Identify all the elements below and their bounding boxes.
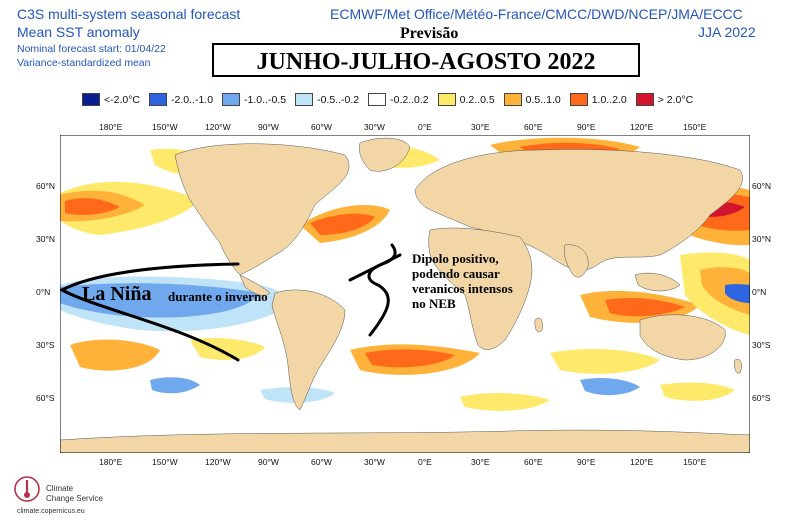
lat-tick-label: 30°S [752, 340, 771, 350]
lon-tick-label: 180°E [99, 122, 123, 132]
legend-label: -0.2..0.2 [390, 93, 429, 106]
legend-label: -1.0..-0.5 [244, 93, 287, 106]
lon-tick-label: 120°W [205, 122, 231, 132]
title-line-1: C3S multi-system seasonal forecast [17, 6, 241, 22]
legend-swatch [569, 93, 588, 106]
variance-note: Variance-standardized mean [17, 57, 151, 69]
lat-tick-label: 30°S [36, 340, 55, 350]
dipolo-note: Dipolo positivo, podendo causar veranico… [412, 251, 513, 311]
lon-tick-label: 120°E [630, 122, 654, 132]
lon-tick-label: 180°E [99, 457, 123, 467]
lat-tick-label: 60°N [36, 181, 55, 191]
la-nina-bracket [60, 262, 240, 362]
lon-tick-label: 60°E [524, 122, 543, 132]
lon-tick-label: 90°W [258, 457, 279, 467]
season-label: JJA 2022 [698, 24, 756, 40]
lon-tick-label: 90°W [258, 122, 279, 132]
legend-item: 1.0..2.0 [569, 93, 627, 106]
title-line-2: Mean SST anomaly [17, 24, 140, 40]
legend-label: 0.2..0.5 [459, 93, 495, 106]
legend-label: <-2.0°C [104, 93, 141, 106]
legend-swatch [503, 93, 522, 106]
legend-item: <-2.0°C [82, 93, 140, 106]
dipolo-line-2: podendo causar [412, 266, 500, 281]
annotation-drawings [60, 243, 402, 362]
lon-tick-label: 150°E [683, 457, 707, 467]
legend-swatch [368, 93, 387, 106]
lat-tick-label: 0°N [752, 287, 767, 297]
lon-tick-label: 60°W [311, 122, 332, 132]
lat-tick-label: 60°N [752, 181, 771, 191]
forecast-banner: JUNHO-JULHO-AGOSTO 2022 [212, 43, 640, 77]
dipole-s-curve [367, 243, 397, 337]
lon-tick-label: 30°W [364, 457, 385, 467]
lon-tick-label: 30°W [364, 122, 385, 132]
lon-tick-label: 150°W [152, 122, 178, 132]
legend-item: 0.2..0.5 [437, 93, 495, 106]
legend-item: -0.5..-0.2 [295, 93, 359, 106]
lon-tick-label: 150°W [152, 457, 178, 467]
legend-label: 1.0..2.0 [591, 93, 627, 106]
centres-list: ECMWF/Met Office/Météo-France/CMCC/DWD/N… [330, 6, 743, 22]
la-nina-subtitle: durante o inverno [168, 289, 268, 304]
land-masses [60, 137, 750, 453]
legend-swatch [222, 93, 241, 106]
legend-item: -1.0..-0.5 [222, 93, 286, 106]
lon-tick-label: 0°E [418, 457, 432, 467]
lon-tick-label: 30°E [471, 457, 490, 467]
legend-swatch [149, 93, 168, 106]
lon-tick-label: 60°W [311, 457, 332, 467]
lon-tick-label: 90°E [577, 457, 596, 467]
legend-label: -2.0..-1.0 [171, 93, 214, 106]
legend-item: -0.2..0.2 [368, 93, 429, 106]
lon-tick-label: 90°E [577, 122, 596, 132]
logo-line-1: Climate [46, 484, 74, 493]
lon-tick-label: 30°E [471, 122, 490, 132]
dipolo-line-4: no NEB [412, 296, 456, 311]
copernicus-logo-icon [12, 474, 42, 504]
lat-tick-label: 60°S [752, 393, 771, 403]
legend-item: > 2.0°C [635, 93, 694, 106]
legend-swatch [82, 93, 100, 106]
dipolo-line-1: Dipolo positivo, [412, 251, 499, 266]
lat-tick-label: 60°S [36, 393, 55, 403]
logo-line-2: Change Service [46, 494, 103, 503]
logo-url: climate.copernicus.eu [17, 508, 85, 515]
legend-label: > 2.0°C [657, 93, 694, 106]
previsao-label: Previsão [400, 25, 459, 42]
dipole-cross-line [348, 253, 402, 282]
lon-tick-label: 0°E [418, 122, 432, 132]
legend-swatch [437, 93, 456, 106]
legend-swatch [295, 93, 314, 106]
color-legend: <-2.0°C -2.0..-1.0 -1.0..-0.5 -0.5..-0.2 -0.… [82, 93, 702, 106]
legend-item: 0.5..1.0 [503, 93, 561, 106]
la-nina-label: La Niña [82, 283, 152, 305]
lon-tick-label: 120°W [205, 457, 231, 467]
legend-swatch [635, 93, 654, 106]
lat-tick-label: 30°N [36, 234, 55, 244]
sst-anomaly-map [60, 135, 750, 453]
dipolo-line-3: veranicos intensos [412, 281, 513, 296]
lat-tick-label: 30°N [752, 234, 771, 244]
legend-item: -2.0..-1.0 [149, 93, 213, 106]
forecast-start: Nominal forecast start: 01/04/22 [17, 43, 166, 55]
legend-label: -0.5..-0.2 [317, 93, 360, 106]
lon-tick-label: 120°E [630, 457, 654, 467]
lat-tick-label: 0°N [36, 287, 51, 297]
lon-tick-label: 150°E [683, 122, 707, 132]
lon-tick-label: 60°E [524, 457, 543, 467]
legend-label: 0.5..1.0 [525, 93, 561, 106]
